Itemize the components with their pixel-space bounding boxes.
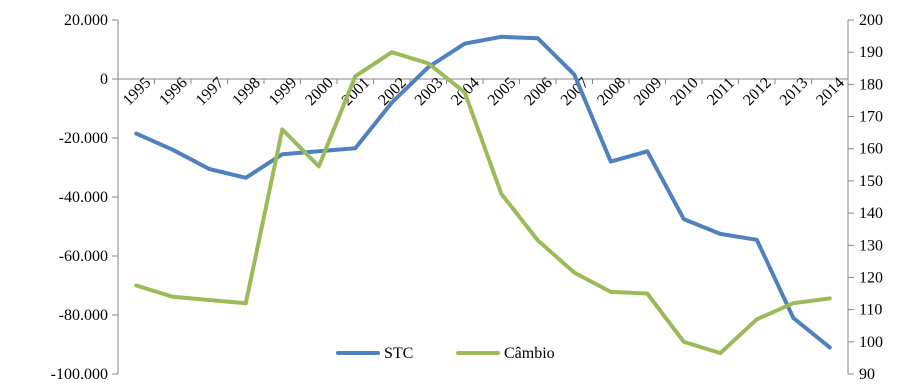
right-tick-label: 120 (859, 269, 883, 286)
right-tick-label: 100 (859, 334, 883, 351)
left-tick-label: 20.000 (64, 12, 108, 29)
x-tick-label: 2009 (631, 74, 666, 109)
x-tick-label: 1995 (120, 74, 155, 109)
x-tick-label: 2005 (485, 74, 520, 109)
x-tick-label: 2010 (667, 74, 702, 109)
right-tick-label: 130 (859, 237, 883, 254)
x-tick-label: 2000 (302, 74, 337, 109)
left-tick-label: -100.000 (51, 366, 108, 383)
right-tick-label: 170 (859, 109, 883, 126)
x-tick-label: 2008 (594, 74, 629, 109)
x-tick-label: 2011 (704, 75, 738, 109)
left-tick-label: -60.000 (59, 248, 108, 265)
series-line-cambio (134, 50, 832, 356)
x-tick-label: 2013 (777, 74, 812, 109)
series-line-stc (134, 34, 832, 350)
right-tick-label: 190 (859, 44, 883, 61)
left-tick-label: -20.000 (59, 130, 108, 147)
x-tick-label: 2012 (740, 74, 775, 109)
legend: STC Câmbio (336, 345, 555, 362)
left-tick-label: 0 (100, 71, 108, 88)
x-tick-label: 1998 (229, 74, 264, 109)
x-tick-label: 1996 (156, 74, 191, 109)
right-tick-label: 90 (859, 366, 875, 383)
left-tick-label: -40.000 (59, 189, 108, 206)
legend-label: STC (384, 345, 413, 362)
x-tick-label: 2014 (813, 74, 848, 109)
series-lines (134, 34, 832, 356)
x-tick-label: 2006 (521, 74, 556, 109)
legend-label: Câmbio (504, 345, 555, 362)
right-tick-label: 200 (859, 12, 883, 29)
right-tick-label: 140 (859, 205, 883, 222)
x-tick-label: 1999 (266, 74, 301, 109)
right-tick-label: 160 (859, 141, 883, 158)
right-tick-label: 180 (859, 76, 883, 93)
right-tick-label: 110 (859, 302, 882, 319)
left-tick-label: -80.000 (59, 307, 108, 324)
right-tick-label: 150 (859, 173, 883, 190)
axes: 20.000 0 -20.000 -40.000 -60.000 -80.000 -100.… (51, 12, 883, 383)
x-tick-label: 1997 (193, 74, 228, 109)
